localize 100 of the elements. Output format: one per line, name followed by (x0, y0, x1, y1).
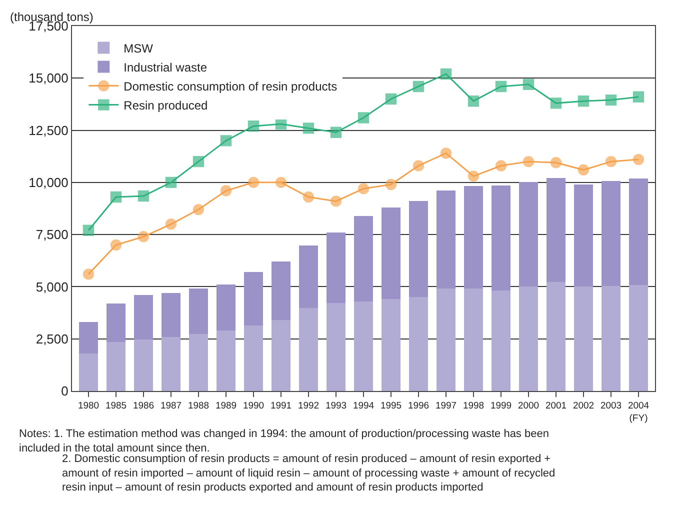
point (550, 157, 562, 168)
x-tick-label: 1988 (188, 400, 210, 412)
bar (381, 298, 401, 391)
bar (546, 178, 566, 282)
bar (244, 272, 264, 326)
x-tick-label: 1996 (408, 400, 430, 412)
point (358, 112, 370, 124)
bar (408, 296, 428, 391)
x-tick-label: 1991 (270, 400, 292, 412)
point (330, 196, 342, 207)
point (165, 176, 177, 188)
bar (518, 182, 538, 287)
x-tick-label: 2003 (600, 400, 622, 412)
point (192, 156, 204, 168)
point (522, 156, 534, 168)
bar (354, 302, 374, 391)
bar (574, 184, 594, 287)
point (550, 98, 562, 109)
point (110, 191, 122, 203)
bar (161, 292, 181, 337)
bar (464, 288, 484, 391)
point (192, 204, 204, 216)
bar (354, 216, 374, 302)
point (220, 135, 232, 146)
point (578, 164, 590, 176)
x-tick-label: 2002 (572, 400, 594, 412)
point (248, 176, 260, 188)
legend-label: MSW (124, 41, 154, 56)
point (385, 93, 397, 105)
point (220, 185, 232, 196)
point (138, 231, 150, 242)
point (82, 268, 94, 280)
bar (134, 339, 154, 391)
point (275, 176, 287, 188)
point (468, 95, 480, 107)
bar (326, 303, 346, 391)
x-tick-label: 1995 (380, 400, 402, 412)
bar (134, 295, 154, 340)
point (412, 80, 424, 92)
bar (601, 180, 621, 286)
point (468, 170, 480, 182)
bar (188, 288, 208, 334)
x-tick-label: 1986 (132, 400, 154, 412)
point (358, 183, 370, 194)
legend-label: Resin produced (124, 98, 208, 112)
bar (216, 330, 236, 391)
x-tick-label: 1990 (242, 400, 264, 412)
y-tick-label: 7,500 (36, 227, 68, 242)
point (412, 160, 424, 172)
y-tick-label: 5,000 (36, 279, 68, 294)
x-tick-label: 1998 (462, 400, 484, 412)
x-tick-label: 1997 (435, 400, 457, 412)
bar (326, 232, 346, 304)
bar (601, 286, 621, 391)
point (522, 78, 534, 90)
x-tick-label: 2001 (545, 400, 567, 412)
x-tick-label: 1985 (105, 400, 127, 412)
x-tick-label: 1999 (490, 400, 512, 412)
legend-label: Industrial waste (124, 60, 208, 74)
point (632, 154, 644, 166)
bar (628, 178, 648, 285)
legend-label: Domestic consumption of resin products (124, 79, 338, 94)
point (82, 224, 94, 236)
point (330, 126, 342, 138)
bar (78, 322, 98, 354)
bar (271, 261, 291, 320)
x-tick-label: 1992 (298, 400, 320, 412)
bar (298, 246, 318, 308)
text: Notes: 1. The estimation method was changed in 1994: the amount of production/processing waste has been included in the total amount since then. (19, 428, 549, 454)
x-tick-label: 1994 (352, 400, 374, 412)
point (302, 191, 314, 203)
point (385, 178, 397, 190)
bar (271, 320, 291, 391)
bar (244, 326, 264, 391)
point (578, 95, 590, 107)
point (440, 148, 452, 159)
text: 2. Domestic consumption of resin products = amount of resin produced – amount of resin exported + amount of resin imported – amount of liquid resin – amount of processing waste + amount of recycled resin input – amount of resin products exported and amount of resin products imported (62, 453, 556, 494)
point (110, 239, 122, 251)
x-tick-label: 1989 (215, 400, 237, 412)
point (495, 160, 507, 172)
point (248, 120, 260, 132)
bar (298, 308, 318, 391)
bar (436, 190, 456, 289)
point (605, 94, 617, 106)
point (440, 68, 452, 80)
bar (491, 290, 511, 391)
bar (216, 284, 236, 330)
bar (188, 334, 208, 391)
bar (106, 342, 126, 391)
y-tick-label: 10,000 (28, 174, 68, 190)
y-tick-label: 2,500 (36, 331, 68, 346)
bar (408, 200, 428, 297)
bar (518, 286, 538, 391)
x-tick-label: 1987 (160, 400, 182, 412)
bar (574, 286, 594, 391)
y-tick-label: 12,500 (28, 122, 68, 138)
bar (491, 185, 511, 290)
x-tick-label: 2004 (FY) (628, 400, 650, 424)
point (632, 91, 644, 103)
bar (628, 284, 648, 391)
